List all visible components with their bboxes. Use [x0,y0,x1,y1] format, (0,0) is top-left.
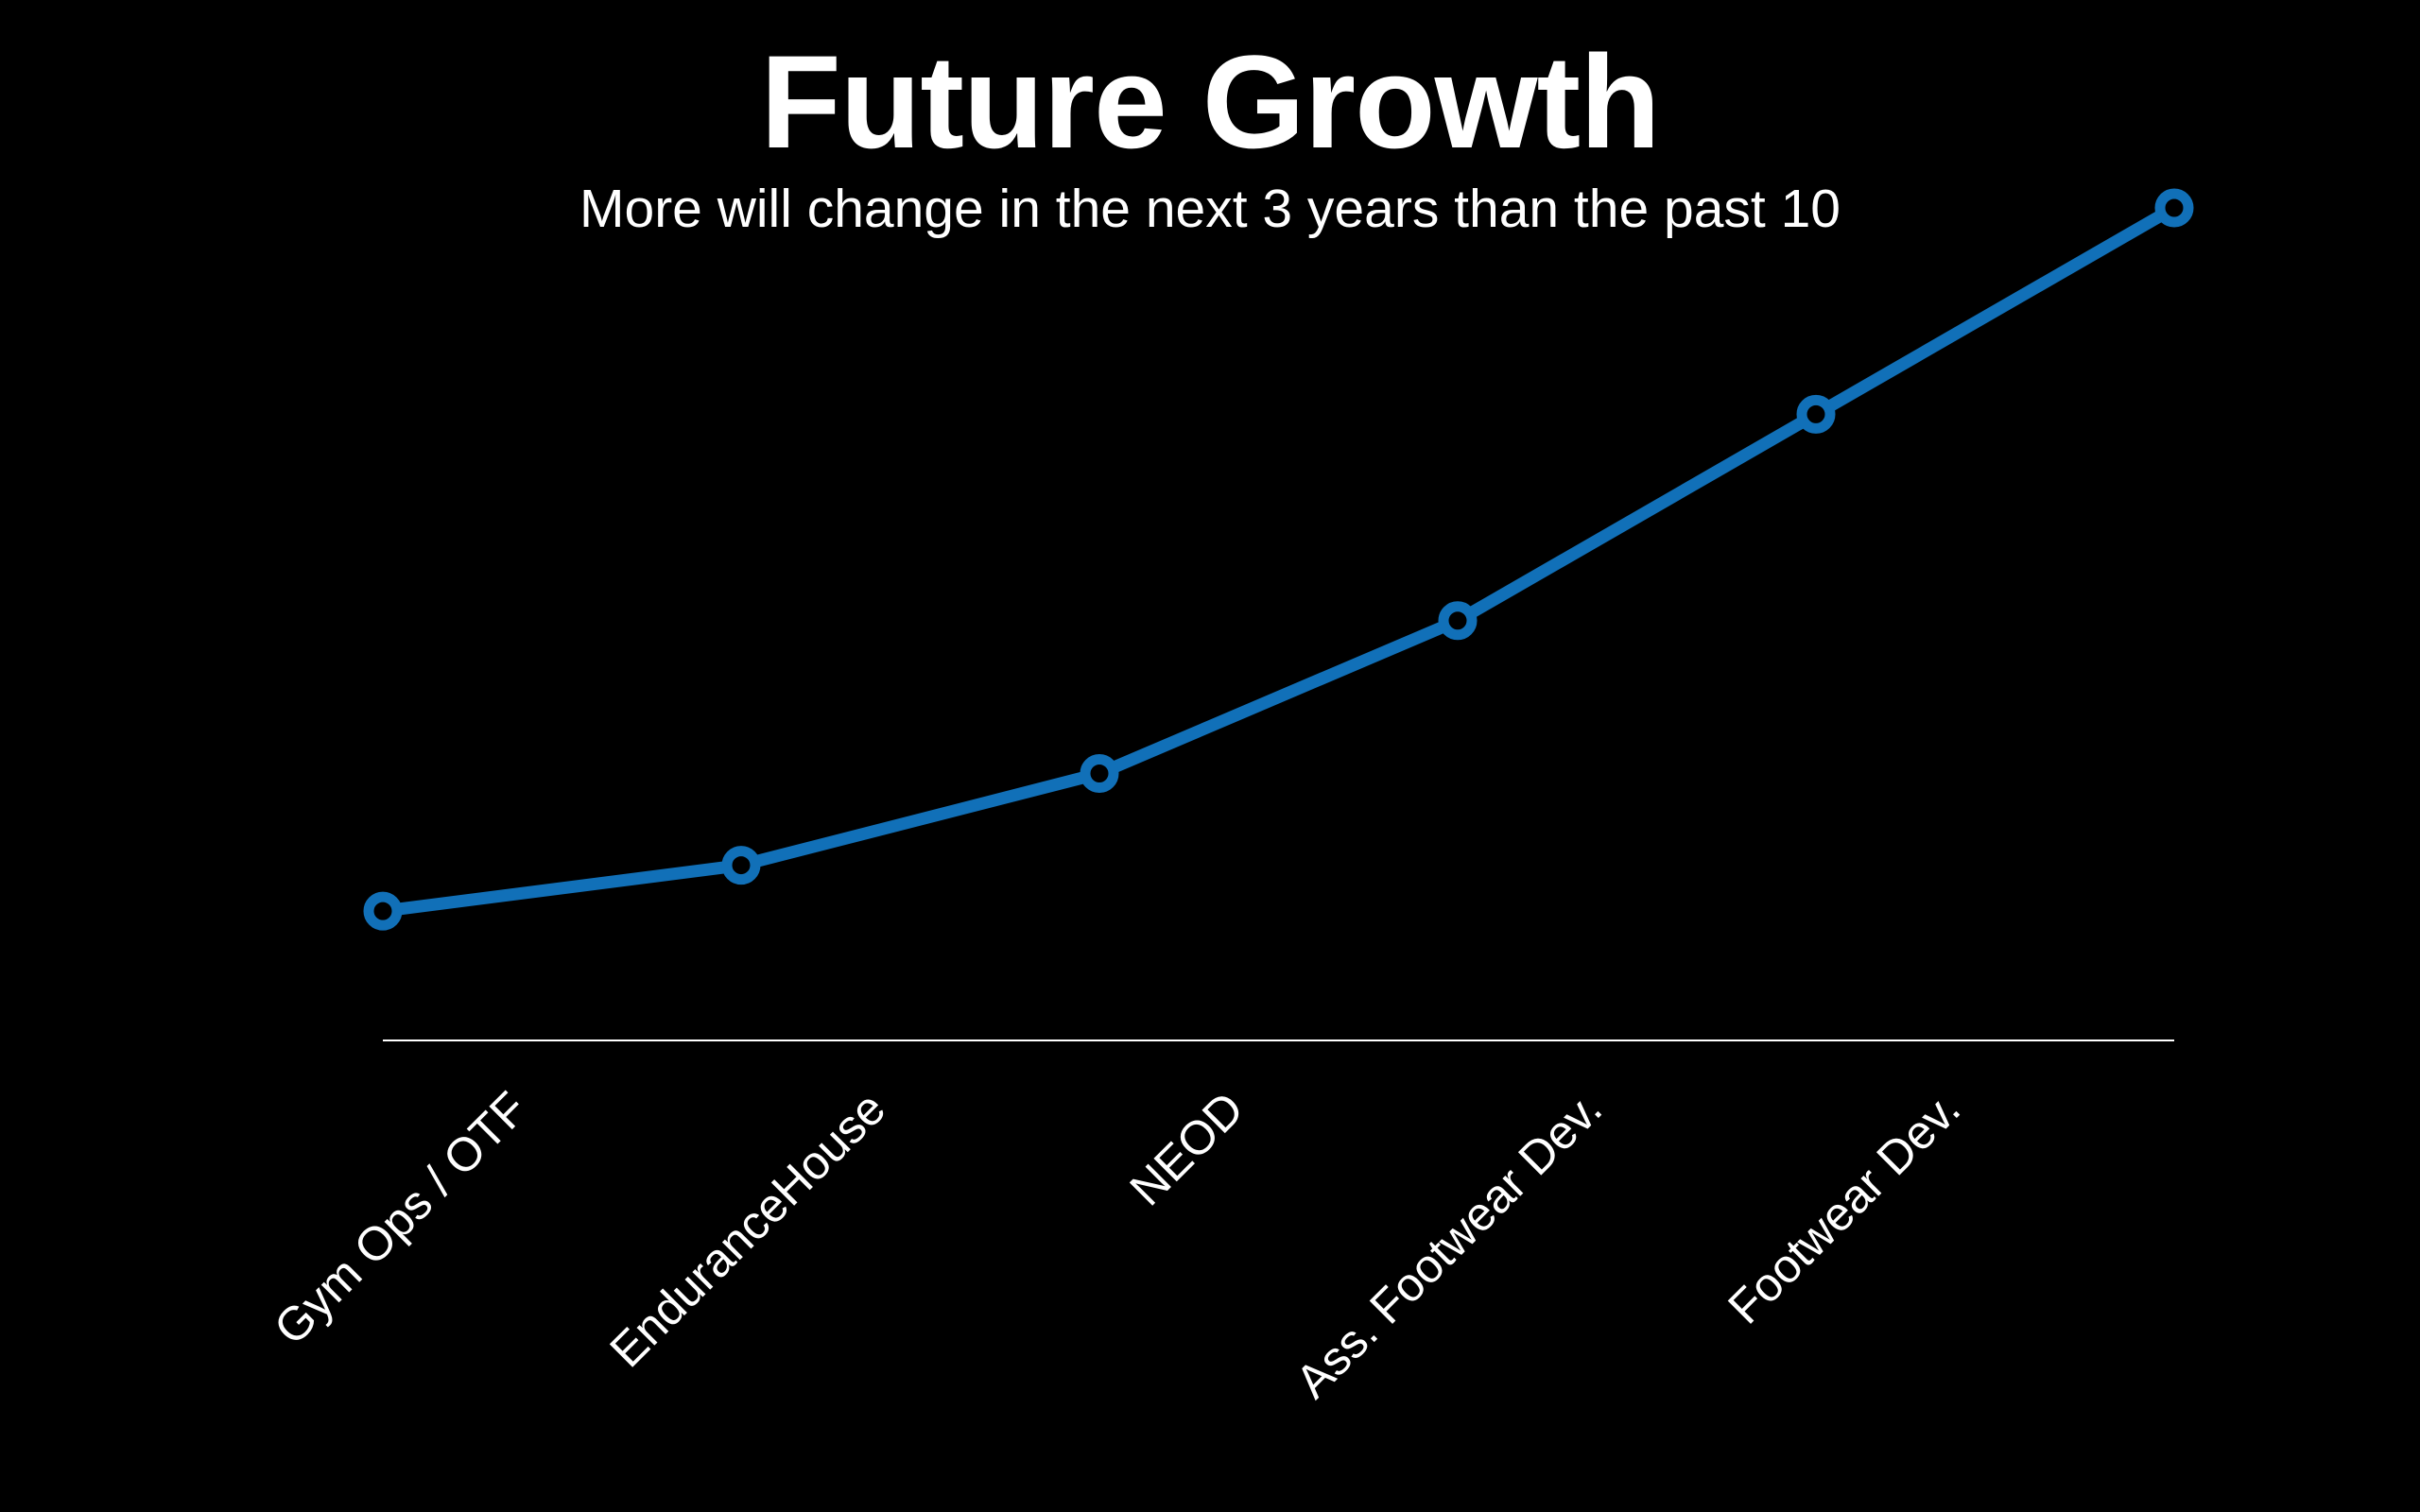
data-point-marker [1438,601,1478,641]
data-point-marker [1080,754,1119,794]
data-point-marker [2154,188,2194,228]
data-point-marker [721,846,761,885]
x-tick-label: Gym Ops / OTF [264,1082,537,1355]
chart-title: Future Growth [760,27,1660,176]
data-point-marker [363,891,403,931]
data-points [363,188,2194,931]
chart-subtitle: More will change in the next 3 years tha… [579,179,1841,239]
x-tick-label: Ass. Footwear Dev. [1286,1082,1612,1408]
x-tick-label: Footwear Dev. [1718,1082,1970,1334]
x-tick-label: EnduranceHouse [599,1082,895,1378]
x-tick-labels: Gym Ops / OTF EnduranceHouse NEOD Ass. Foot… [264,1082,1970,1408]
data-point-marker [1796,394,1836,434]
x-tick-label: NEOD [1119,1082,1253,1216]
series-line [376,201,2181,918]
